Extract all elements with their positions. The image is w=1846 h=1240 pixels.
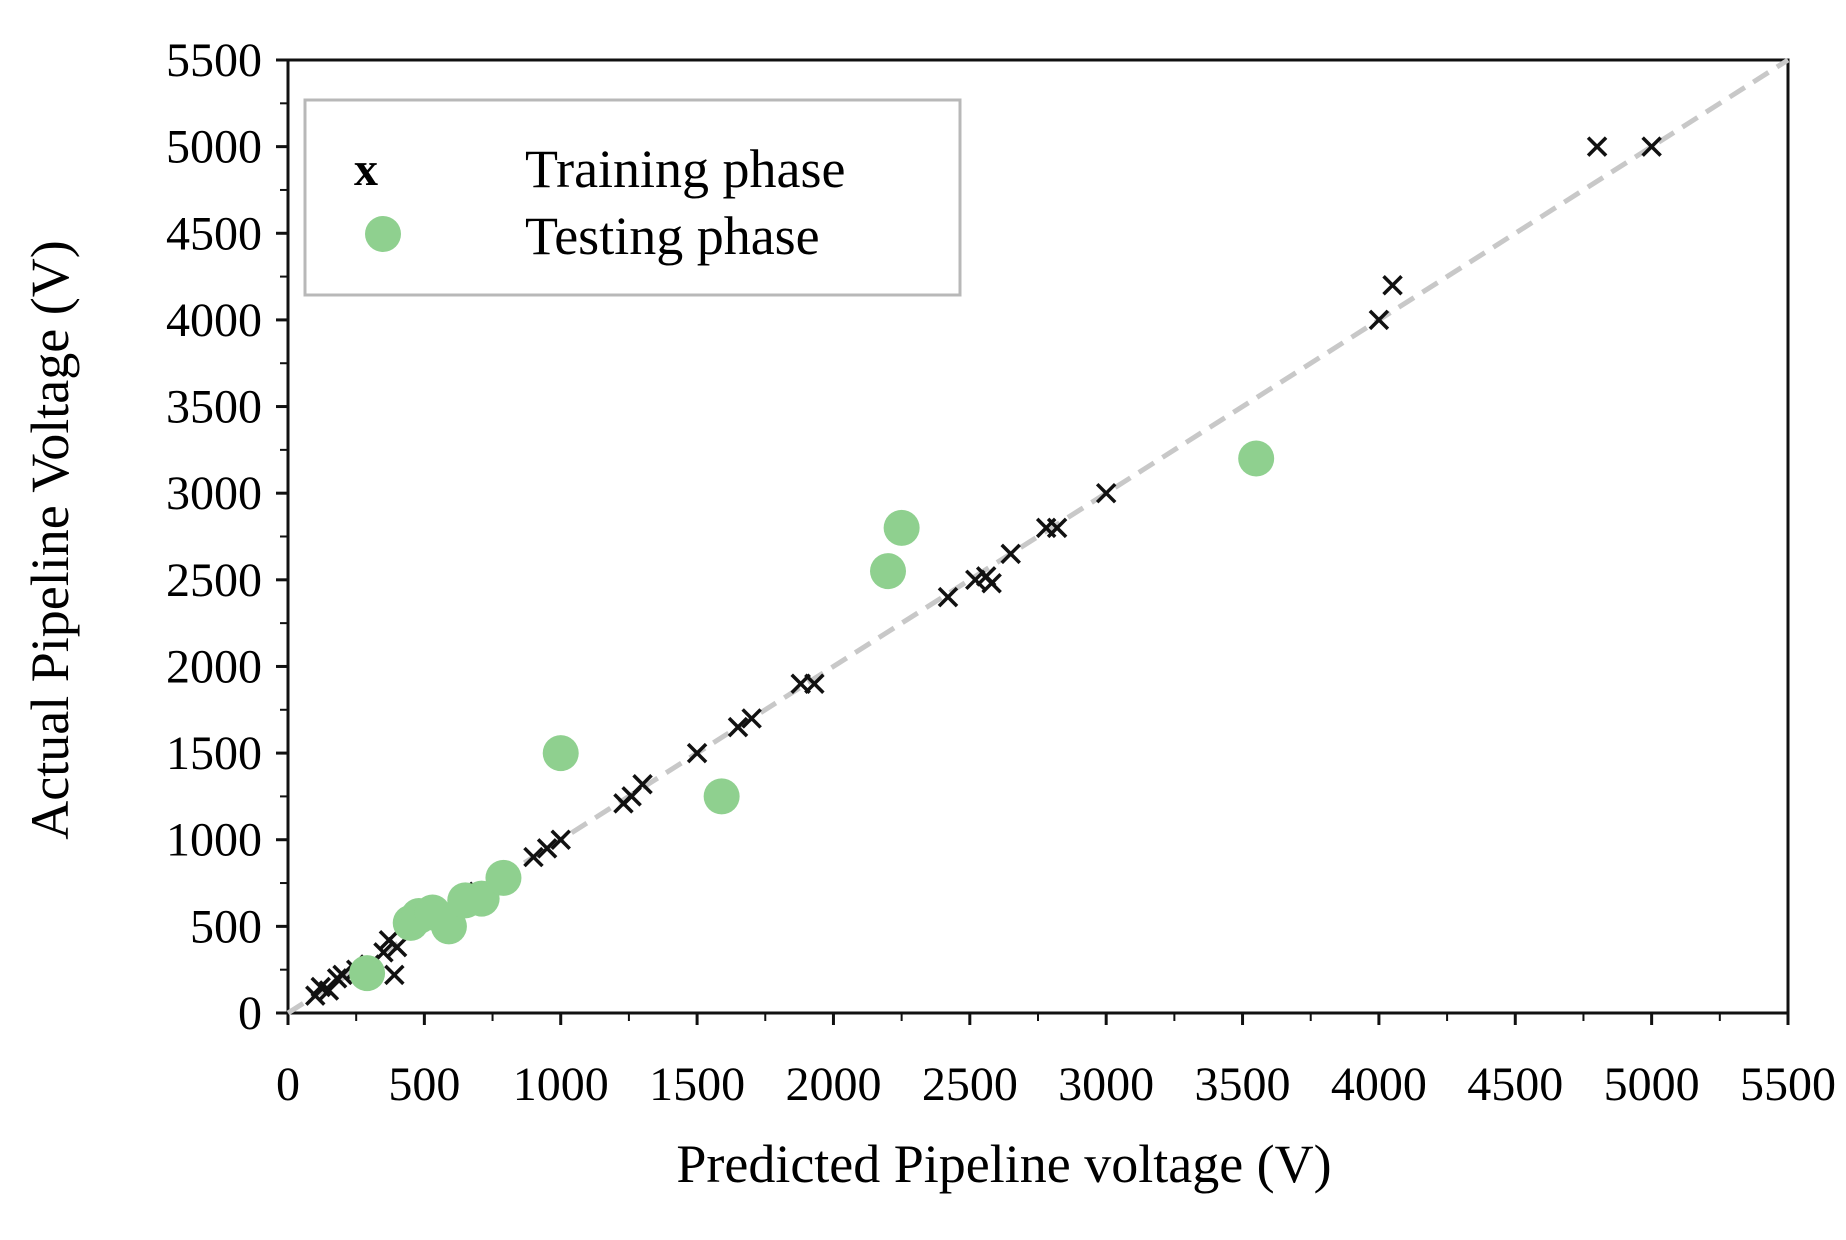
y-tick-label: 3000 bbox=[166, 467, 262, 520]
legend-box bbox=[303, 98, 962, 297]
x-tick-label: 500 bbox=[388, 1058, 460, 1111]
legend-testing-label: Testing phase bbox=[525, 206, 820, 266]
x-tick-label: 3500 bbox=[1195, 1058, 1291, 1111]
training-point bbox=[741, 708, 762, 729]
testing-series bbox=[349, 440, 1275, 992]
legend-training-marker: x bbox=[354, 143, 378, 196]
training-point bbox=[1586, 136, 1608, 157]
legend-testing-marker bbox=[365, 216, 401, 252]
training-point bbox=[536, 838, 558, 859]
training-point bbox=[373, 942, 394, 963]
x-tick-label: 1500 bbox=[649, 1058, 745, 1111]
y-tick-label: 2000 bbox=[166, 640, 262, 693]
y-tick-label: 0 bbox=[238, 987, 262, 1040]
y-axis-title: Actual Pipeline Voltage (V) bbox=[20, 240, 80, 839]
training-point bbox=[386, 936, 408, 958]
y-tick-label: 4500 bbox=[166, 207, 262, 260]
training-point bbox=[1641, 136, 1662, 157]
y-tick-label: 5500 bbox=[166, 34, 262, 87]
testing-point bbox=[1238, 440, 1275, 477]
x-tick-label: 4500 bbox=[1467, 1058, 1563, 1111]
testing-point bbox=[542, 735, 579, 772]
x-tick-label: 1000 bbox=[513, 1058, 609, 1111]
training-point bbox=[804, 673, 825, 695]
x-axis-title: Predicted Pipeline voltage (V) bbox=[676, 1134, 1331, 1194]
training-point bbox=[384, 964, 405, 986]
training-point bbox=[632, 774, 653, 795]
training-point bbox=[686, 742, 708, 764]
testing-point bbox=[870, 553, 906, 590]
y-tick-label: 4000 bbox=[166, 294, 262, 347]
y-tick-label: 1000 bbox=[166, 814, 262, 867]
training-point bbox=[937, 586, 959, 608]
training-point bbox=[1046, 517, 1068, 539]
x-tick-label: 0 bbox=[276, 1058, 300, 1111]
x-tick-label: 2500 bbox=[922, 1058, 1018, 1111]
training-point bbox=[981, 573, 1002, 594]
testing-point bbox=[703, 778, 740, 815]
y-tick-label: 3500 bbox=[166, 381, 262, 434]
x-tick-label: 5500 bbox=[1740, 1058, 1836, 1111]
x-tick-label: 5000 bbox=[1604, 1058, 1700, 1111]
y-tick-label: 1500 bbox=[166, 727, 262, 780]
training-point bbox=[1368, 309, 1390, 331]
training-point bbox=[727, 716, 749, 738]
training-point bbox=[1095, 482, 1117, 504]
x-tick-label: 2000 bbox=[785, 1058, 881, 1111]
y-tick-label: 5000 bbox=[166, 121, 262, 174]
training-point bbox=[1000, 543, 1021, 565]
y-tick-label: 2500 bbox=[166, 554, 262, 607]
y-axis-ticks: 0 500 1000 1500 2000 2500 3000 3500 4000 4500 5000… bbox=[166, 34, 288, 1040]
training-point bbox=[550, 829, 571, 850]
testing-point bbox=[430, 908, 467, 945]
testing-point bbox=[485, 859, 522, 896]
training-point bbox=[523, 846, 544, 868]
testing-point bbox=[883, 509, 920, 546]
training-point bbox=[332, 964, 353, 986]
x-tick-label: 3000 bbox=[1058, 1058, 1154, 1111]
x-axis-ticks: 0 500 1000 1500 2000 2500 3000 3500 4000 4500 5000… bbox=[276, 1013, 1836, 1111]
training-point bbox=[1382, 275, 1403, 296]
y-tick-label: 500 bbox=[190, 900, 262, 953]
testing-point bbox=[349, 955, 386, 992]
legend-training-label: Training phase bbox=[525, 139, 846, 199]
x-tick-label: 4000 bbox=[1331, 1058, 1427, 1111]
